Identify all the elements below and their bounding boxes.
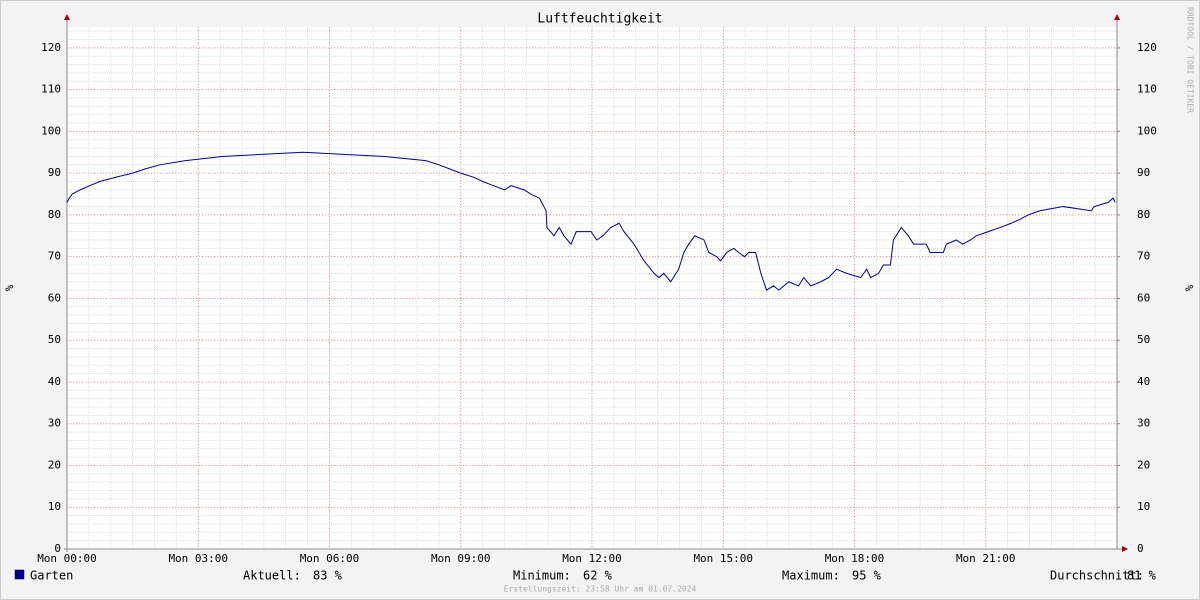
y2-tick-label: 60: [1137, 291, 1150, 304]
y2-tick-label: 20: [1137, 458, 1150, 471]
y-tick-label: 30: [48, 417, 61, 430]
x-tick-label: Mon 00:00: [37, 552, 97, 565]
y2-tick-label: 0: [1137, 542, 1144, 555]
y-tick-label: 40: [48, 375, 61, 388]
y-tick-label: 10: [48, 500, 61, 513]
x-tick-label: Mon 15:00: [693, 552, 753, 565]
y-tick-label: 80: [48, 208, 61, 221]
legend-swatch: [14, 569, 25, 580]
x-tick-label: Mon 12:00: [562, 552, 622, 565]
y-tick-label: 20: [48, 458, 61, 471]
axis-arrow: [64, 14, 70, 20]
y2-tick-label: 70: [1137, 250, 1150, 263]
x-tick-label: Mon 06:00: [300, 552, 360, 565]
chart-title: Luftfeuchtigkeit: [537, 12, 662, 27]
x-tick-label: Mon 03:00: [168, 552, 228, 565]
y2-tick-label: 30: [1137, 417, 1150, 430]
stat-value: 95 %: [852, 569, 882, 583]
y-tick-label: 0: [54, 542, 61, 555]
x-tick-label: Mon 09:00: [431, 552, 491, 565]
y2-tick-label: 50: [1137, 333, 1150, 346]
axis-arrow: [1114, 14, 1120, 20]
y2-tick-label: 110: [1137, 83, 1157, 96]
x-tick-label: Mon 18:00: [825, 552, 885, 565]
y2-tick-label: 40: [1137, 375, 1150, 388]
y-tick-label: 110: [41, 83, 61, 96]
stat-label: Durchschnitt:: [1050, 569, 1144, 583]
y-tick-label: 90: [48, 166, 61, 179]
y2-tick-label: 100: [1137, 124, 1157, 137]
y2-tick-label: 120: [1137, 41, 1157, 54]
stat-value: 83 %: [313, 569, 343, 583]
stat-value: 81 %: [1127, 569, 1157, 583]
y2-tick-label: 80: [1137, 208, 1150, 221]
y2-tick-label: 90: [1137, 166, 1150, 179]
x-tick-label: Mon 21:00: [956, 552, 1016, 565]
stat-label: Minimum:: [513, 569, 571, 583]
footer: Erstellungszeit: 23:58 Uhr am 01.07.2024: [504, 585, 697, 594]
stat-label: Aktuell:: [243, 569, 301, 583]
y-tick-label: 50: [48, 333, 61, 346]
y-tick-label: 120: [41, 41, 61, 54]
legend-label: Garten: [30, 569, 73, 583]
y2-tick-label: 10: [1137, 500, 1150, 513]
stat-value: 62 %: [583, 569, 613, 583]
y-axis-label: %: [3, 284, 16, 291]
series-line: [66, 151, 1116, 291]
y-tick-label: 100: [41, 124, 61, 137]
y-tick-label: 70: [48, 250, 61, 263]
y-tick-label: 60: [48, 291, 61, 304]
watermark: RRDTOOL / TOBI OETIKER: [1186, 7, 1195, 113]
axis-arrow: [1122, 546, 1128, 552]
stat-label: Maximum:: [782, 569, 840, 583]
y2-axis-label: %: [1183, 284, 1196, 291]
